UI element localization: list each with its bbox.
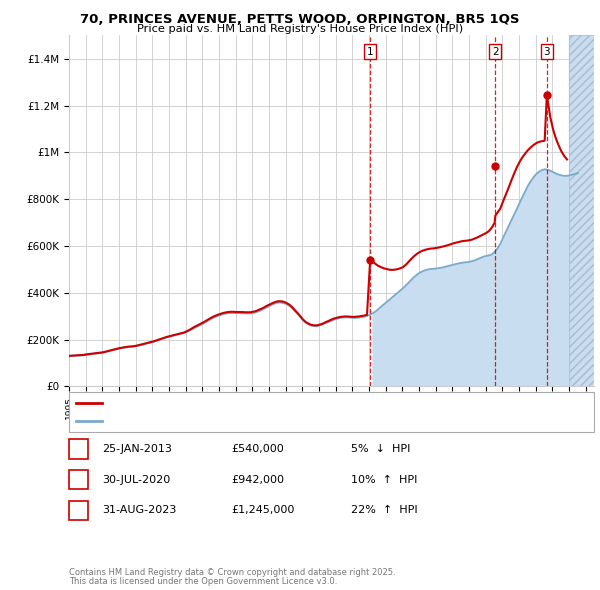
Text: 25-JAN-2013: 25-JAN-2013	[102, 444, 172, 454]
Text: £540,000: £540,000	[231, 444, 284, 454]
Bar	[569, 35, 596, 386]
Text: 3: 3	[75, 506, 82, 515]
Bar	[569, 35, 596, 386]
Text: Price paid vs. HM Land Registry's House Price Index (HPI): Price paid vs. HM Land Registry's House …	[137, 24, 463, 34]
Text: 30-JUL-2020: 30-JUL-2020	[102, 475, 170, 484]
Text: 1: 1	[367, 47, 373, 57]
Text: 31-AUG-2023: 31-AUG-2023	[102, 506, 176, 515]
Text: 10%  ↑  HPI: 10% ↑ HPI	[351, 475, 418, 484]
Text: £1,245,000: £1,245,000	[231, 506, 295, 515]
Text: 2: 2	[75, 475, 82, 484]
Text: Contains HM Land Registry data © Crown copyright and database right 2025.: Contains HM Land Registry data © Crown c…	[69, 568, 395, 577]
Text: 2: 2	[492, 47, 499, 57]
Text: 1: 1	[75, 444, 82, 454]
Text: £942,000: £942,000	[231, 475, 284, 484]
Text: 3: 3	[544, 47, 550, 57]
Text: 22%  ↑  HPI: 22% ↑ HPI	[351, 506, 418, 515]
Text: This data is licensed under the Open Government Licence v3.0.: This data is licensed under the Open Gov…	[69, 577, 337, 586]
Text: HPI: Average price, detached house, Bromley: HPI: Average price, detached house, Brom…	[107, 416, 322, 425]
Text: 70, PRINCES AVENUE, PETTS WOOD, ORPINGTON, BR5 1QS (detached house): 70, PRINCES AVENUE, PETTS WOOD, ORPINGTO…	[107, 398, 473, 408]
Text: 5%  ↓  HPI: 5% ↓ HPI	[351, 444, 410, 454]
Text: 70, PRINCES AVENUE, PETTS WOOD, ORPINGTON, BR5 1QS: 70, PRINCES AVENUE, PETTS WOOD, ORPINGTO…	[80, 13, 520, 26]
